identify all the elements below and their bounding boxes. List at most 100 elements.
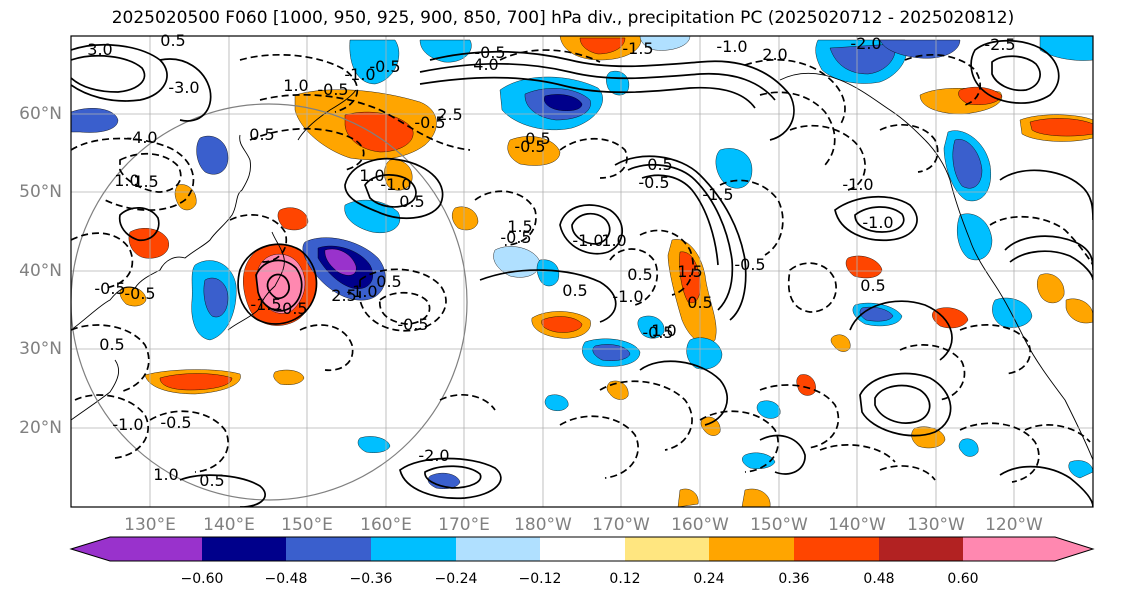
- negative-anomaly-patch: [544, 394, 569, 411]
- positive-anomaly-patch: [507, 136, 561, 166]
- alaska-coastline: [779, 72, 926, 141]
- lat-label-60n: 60°N: [19, 104, 62, 124]
- colorbar-cell: [963, 537, 1055, 561]
- positive-contour: [399, 457, 502, 500]
- solid-contour-layer: [71, 39, 1093, 507]
- colorbar-cell: [456, 537, 540, 561]
- dashed-contour-layer: [71, 49, 1093, 483]
- contour-label: -0.5: [500, 228, 531, 247]
- contour-label: 3.0: [87, 40, 112, 59]
- colorbar-tick-label: −0.36: [349, 571, 393, 587]
- contour-label: -0.5: [276, 299, 307, 318]
- positive-contour: [970, 39, 1060, 104]
- negative-anomaly-patch: [992, 297, 1033, 328]
- positive-contour: [71, 55, 146, 93]
- negative-anomaly-patch: [957, 213, 993, 261]
- positive-anomaly-patch: [796, 374, 816, 396]
- colorbar-tick-label: 0.36: [778, 571, 810, 587]
- coastline-layer: [71, 72, 1093, 461]
- lon-label-150e: 150°E: [281, 515, 333, 535]
- colorbar-cell: [625, 537, 709, 561]
- negative-anomaly-patch: [742, 452, 776, 469]
- negative-anomaly-patch: [958, 438, 979, 457]
- contour-label: -1.0: [112, 415, 143, 434]
- contour-label: -0.5: [397, 315, 428, 334]
- colorbar-tick-label: 0.24: [693, 571, 725, 587]
- positive-anomaly-patch: [384, 159, 413, 191]
- colorbar-tick-label: −0.24: [434, 571, 478, 587]
- positive-contour: [639, 360, 729, 426]
- lon-label-130e: 130°E: [124, 515, 176, 535]
- positive-contour: [627, 163, 734, 311]
- asia-coastline: [71, 134, 251, 331]
- negative-contour: [759, 91, 836, 166]
- colorbar-low-extend: [71, 537, 110, 561]
- lon-label-180w: 180°W: [514, 515, 572, 535]
- lon-label-160e: 160°E: [360, 515, 412, 535]
- contour-label: -1.5: [622, 39, 653, 58]
- negative-contour: [249, 127, 365, 171]
- colorbar-cell: [110, 537, 202, 561]
- positive-anomaly-patch: [128, 228, 169, 259]
- negative-anomaly-patch: [686, 337, 723, 370]
- kamchatka-coastline: [297, 89, 357, 141]
- contour-label: -1.0: [612, 287, 643, 306]
- negative-anomaly-patch: [203, 277, 229, 318]
- positive-contour: [71, 44, 168, 102]
- positive-anomaly-patch: [606, 380, 629, 400]
- contour-label: 1.0: [359, 166, 384, 185]
- contour-label: 0.5: [627, 265, 652, 284]
- positive-contour: [419, 76, 756, 109]
- contour-label: -2.0: [850, 34, 881, 53]
- lon-label-160w: 160°W: [671, 515, 729, 535]
- lat-label-50n: 50°N: [19, 182, 62, 202]
- negative-anomaly-patch: [952, 139, 983, 189]
- positive-contour: [237, 243, 318, 325]
- positive-anomaly-patch: [1029, 118, 1093, 137]
- negative-contour: [744, 59, 846, 126]
- negative-anomaly-patch: [544, 94, 583, 111]
- contour-label: -1.0: [346, 282, 377, 301]
- positive-anomaly-patch: [741, 488, 771, 507]
- colorbar-cell: [794, 537, 879, 561]
- contour-label: -0.5: [414, 113, 445, 132]
- contour-label: 2.5: [331, 286, 356, 305]
- contour-label: 0.5: [249, 125, 274, 144]
- negative-anomaly-patch: [1068, 460, 1093, 479]
- negative-contour: [71, 137, 195, 211]
- contour-label: -0.5: [317, 80, 348, 99]
- contour-label: 2.5: [437, 105, 462, 124]
- positive-anomaly-patch: [579, 37, 626, 55]
- negative-contour: [787, 262, 837, 313]
- positive-anomaly-patch: [119, 286, 147, 307]
- contour-label: -1.5: [250, 295, 281, 314]
- lat-label-20n: 20°N: [19, 418, 62, 438]
- positive-anomaly-patch: [344, 111, 414, 153]
- colorbar-cell: [202, 537, 286, 561]
- negative-contour: [71, 232, 134, 289]
- contour-label: -2.5: [984, 35, 1015, 54]
- negative-contour: [149, 410, 229, 473]
- contour-label: 0.5: [199, 471, 224, 490]
- positive-anomaly-patch: [541, 316, 583, 333]
- lon-label-140e: 140°E: [203, 515, 255, 535]
- negative-anomaly-patch: [637, 315, 665, 339]
- positive-contour: [999, 465, 1093, 507]
- lon-label-150w: 150°W: [750, 515, 808, 535]
- negative-contour: [259, 93, 471, 151]
- positive-anomaly-patch: [677, 488, 699, 507]
- colorbar-outline: [69, 536, 1095, 562]
- lat-label-40n: 40°N: [19, 261, 62, 281]
- positive-contour: [1009, 250, 1093, 281]
- contour-label: 0.5: [376, 272, 401, 291]
- positive-contour: [118, 207, 160, 242]
- negative-contour: [229, 214, 288, 263]
- colorbar-cell: [286, 537, 371, 561]
- contour-label: -0.5: [734, 255, 765, 274]
- negative-contour: [439, 393, 496, 411]
- colorbar-tick-label: 0.48: [863, 571, 895, 587]
- japan-coastline: [227, 231, 285, 331]
- contour-label: 0.5: [687, 293, 712, 312]
- negative-anomaly-patch: [324, 248, 357, 276]
- contour-label: 1.0: [283, 76, 308, 95]
